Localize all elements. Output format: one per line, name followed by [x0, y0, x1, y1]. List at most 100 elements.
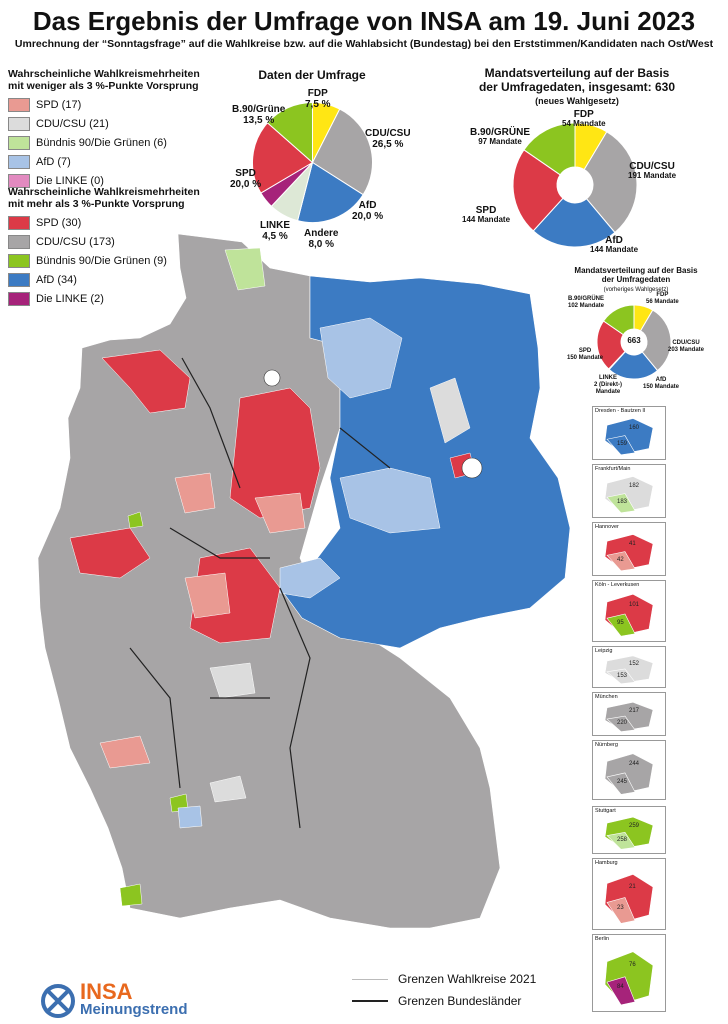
seats-new-donut [512, 122, 638, 248]
map-spd-weak [174, 472, 216, 514]
legend-strong-item: CDU/CSU (173) [8, 232, 208, 251]
map-gruene-weak [224, 247, 266, 291]
inset-city: Stuttgart 259 258 [592, 806, 666, 854]
seats-old-title: Mandatsverteilung auf der Basis der Umfra… [574, 266, 698, 293]
map-cdu-weak [209, 662, 256, 699]
legend-label: Die LINKE (2) [36, 292, 104, 305]
inset-name: Stuttgart [595, 808, 616, 814]
map-spd-weak [99, 735, 151, 769]
legend-label: Die LINKE (0) [36, 174, 104, 187]
insa-logo-tagline: Meinungstrend [80, 1001, 188, 1018]
seats-old-label-linke: LINKE 2 (Direkt-) Mandate [594, 375, 623, 395]
seats-new-label-gruene: B.90/GRÜNE 97 Mandate [470, 127, 531, 147]
pie-slice-b-90-gr-ne [266, 101, 313, 164]
seats-old-label-cdu: CDU/CSU 203 Mandate [668, 340, 705, 353]
inset-city: Hamburg 21 23 [592, 858, 666, 930]
insa-logo: INSA Meinungstrend [40, 979, 188, 1020]
legend-label: Bündnis 90/Die Grünen (9) [36, 254, 167, 267]
seats-new-note: (neues Wahlgesetz) [535, 96, 619, 106]
pie-slice-cdu-csu [639, 309, 672, 372]
legend-label: CDU/CSU (173) [36, 235, 115, 248]
legend-weak-item: Bündnis 90/Die Grünen (6) [8, 133, 208, 152]
page-title: Das Ergebnis der Umfrage von INSA am 19.… [32, 6, 696, 36]
survey-label-andere: Andere 8,0 % [304, 228, 339, 250]
map-hamburg [263, 369, 281, 387]
map-berlin [461, 457, 483, 479]
page-subtitle: Umrechnung der “Sonntagsfrage” auf die W… [14, 38, 714, 50]
map-gruene-strong [127, 511, 144, 529]
inset-name: München [595, 694, 618, 700]
legend-swatch [8, 173, 30, 188]
inset-shape [604, 593, 654, 637]
legend-bundeslaender: Grenzen Bundesländer [398, 994, 522, 1008]
legend-weak: Wahrscheinliche Wahlkreismehrheiten mit … [8, 68, 208, 190]
inset-shape [604, 418, 654, 456]
inset-district-number: 95 [617, 620, 624, 626]
inset-city: Hannover 41 42 [592, 522, 666, 576]
legend-weak-item: CDU/CSU (21) [8, 114, 208, 133]
legend-swatch [8, 154, 30, 169]
seats-new-title: Mandatsverteilung auf der Basis der Umfra… [478, 66, 676, 94]
legend-swatch [8, 215, 30, 230]
inset-name: Frankfurt/Main [595, 466, 631, 472]
pie-slice-afd [532, 197, 616, 248]
inset-district-number: 220 [617, 720, 628, 727]
inset-shape [604, 655, 654, 685]
map-state-borders [129, 357, 391, 829]
inset-district-number: 245 [617, 778, 628, 785]
inset-district-number: 84 [617, 984, 624, 991]
map-afd-weak [319, 317, 403, 399]
legend-swatch [8, 135, 30, 150]
map-spd-weak [184, 572, 231, 619]
insa-logo-brand: INSA [80, 979, 133, 1004]
seats-old-label-fdp: FDP 56 Mandate [646, 292, 679, 305]
inset-district-number: 42 [617, 556, 624, 563]
pie-slice-spd [252, 122, 314, 194]
inset-shape [604, 534, 654, 572]
border-legend: Grenzen Wahlkreise 2021 Grenzen Bundeslä… [352, 968, 536, 1012]
seats-new-label-spd: SPD 144 Mandate [462, 205, 511, 225]
map-cdu-weak [209, 775, 247, 803]
insa-logo-icon [41, 984, 75, 1018]
inset-shape [604, 701, 654, 732]
inset-district-number: 258 [617, 836, 628, 843]
pie-slice-spd [512, 149, 564, 232]
inset-name: Hamburg [595, 860, 618, 866]
inset-city: München 217 220 [592, 692, 666, 736]
legend-swatch [8, 291, 30, 306]
inset-district-number: 244 [629, 761, 640, 768]
inset-district-number: 259 [629, 823, 640, 830]
seats-old-donut [596, 304, 672, 380]
map-gruene-strong [119, 883, 143, 907]
legend-weak-item: SPD (17) [8, 95, 208, 114]
seats-new-label-cdu: CDU/CSU 191 Mandate [628, 161, 677, 181]
legend-label: SPD (17) [36, 98, 82, 111]
seats-old-total: 663 [627, 336, 641, 345]
inset-shape [604, 753, 654, 795]
survey-label-spd: SPD 20,0 % [230, 168, 262, 190]
inset-district-number: 153 [617, 673, 628, 679]
inset-city: Berlin 76 84 [592, 934, 666, 1012]
survey-label-gruene: B.90/Grüne 13,5 % [232, 104, 286, 126]
inset-name: Dresden - Bautzen II [595, 408, 646, 414]
legend-swatch [8, 272, 30, 287]
map-spd-weak [254, 492, 306, 534]
legend-weak-item: AfD (7) [8, 152, 208, 171]
legend-wahlkreise: Grenzen Wahlkreise 2021 [398, 972, 537, 986]
inset-district-number: 23 [617, 904, 624, 911]
map-spd-central [229, 387, 321, 519]
legend-strong: Wahrscheinliche Wahlkreismehrheiten mit … [8, 186, 208, 308]
inset-district-number: 159 [617, 440, 628, 447]
pie-slice-afd [296, 161, 364, 223]
inset-shape [604, 874, 654, 924]
legend-strong-item: Bündnis 90/Die Grünen (9) [8, 251, 208, 270]
legend-swatch [8, 116, 30, 131]
inset-shape [604, 476, 654, 514]
legend-weak-item: Die LINKE (0) [8, 171, 208, 190]
inset-district-number: 76 [629, 961, 636, 968]
legend-swatch [8, 253, 30, 268]
germany-map [37, 233, 571, 929]
inset-district-number: 183 [617, 498, 628, 505]
legend-strong-heading: Wahrscheinliche Wahlkreismehrheiten mit … [8, 186, 200, 210]
survey-label-linke: LINKE 4,5 % [260, 220, 290, 242]
